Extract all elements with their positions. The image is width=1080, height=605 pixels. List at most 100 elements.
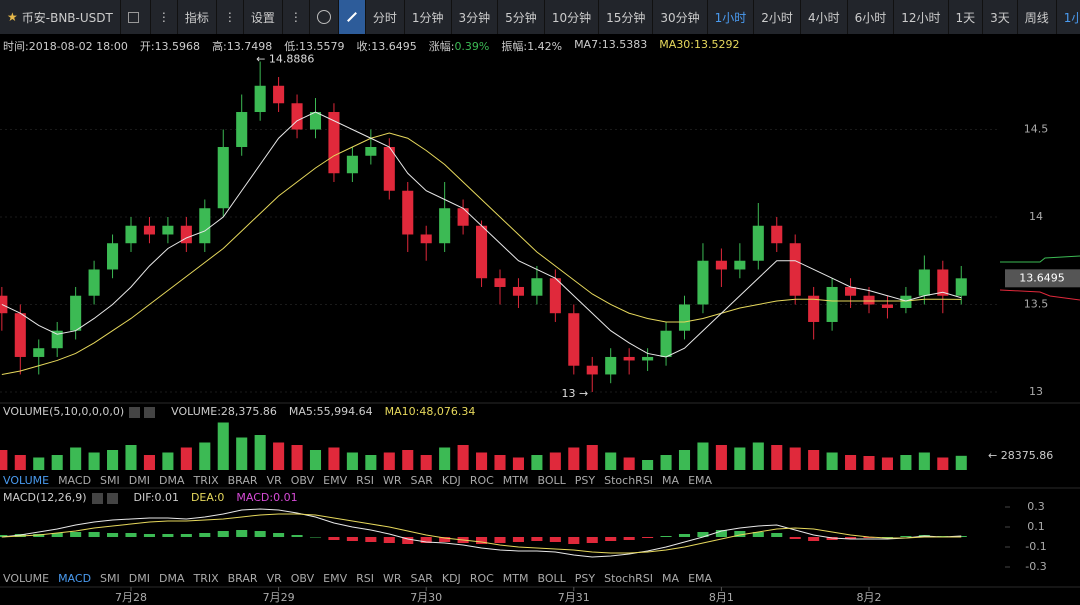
- indicator-tab[interactable]: MTM: [502, 572, 529, 585]
- macd-bar: [309, 537, 322, 538]
- indicator-tab[interactable]: WR: [382, 474, 402, 487]
- candle-body: [14, 313, 26, 357]
- interval-button[interactable]: 1分钟: [405, 0, 452, 34]
- interval-button[interactable]: 6小时: [848, 0, 895, 34]
- interval-button[interactable]: 3分钟: [452, 0, 499, 34]
- more[interactable]: ⋮: [151, 0, 178, 34]
- interval-button[interactable]: 15分钟: [599, 0, 654, 34]
- indicator-tab[interactable]: SAR: [410, 572, 433, 585]
- interval-button[interactable]: 30分钟: [653, 0, 708, 34]
- symbol[interactable]: ★ 币安-BNB-USDT: [0, 0, 121, 34]
- indicator-tab[interactable]: VOLUME: [3, 572, 50, 585]
- info-item: MA5:55,994.64: [289, 405, 373, 418]
- indicator-tab[interactable]: EMA: [688, 572, 713, 585]
- volume-bar: [531, 455, 543, 470]
- candle-body: [715, 260, 727, 270]
- volume-bar: [291, 445, 303, 470]
- indicator-tab[interactable]: VOLUME: [3, 474, 50, 487]
- macd-bar: [808, 537, 820, 541]
- interval-button[interactable]: 5分钟: [498, 0, 545, 34]
- indicator-tab[interactable]: DMI: [128, 572, 150, 585]
- indicator-tab[interactable]: WR: [382, 572, 402, 585]
- indicator-tab[interactable]: BRAR: [227, 572, 258, 585]
- macd-bar: [70, 532, 82, 537]
- macd-bar: [0, 535, 8, 537]
- candle-body: [476, 225, 488, 279]
- indicator-tab[interactable]: BRAR: [227, 474, 258, 487]
- dropdown-text: 1小时: [1063, 10, 1080, 25]
- indicator-tab[interactable]: BOLL: [537, 572, 566, 585]
- volume-bar: [420, 455, 432, 470]
- interval-button[interactable]: 2小时: [754, 0, 801, 34]
- indicator-tab[interactable]: MACD: [58, 474, 92, 487]
- indicator-tab[interactable]: MACD: [58, 572, 92, 585]
- indicator-tab[interactable]: BOLL: [537, 474, 566, 487]
- indicators[interactable]: 指标: [178, 0, 217, 34]
- candle-body: [771, 225, 783, 244]
- indicator-tab[interactable]: EMV: [323, 474, 348, 487]
- icon[interactable]: [144, 406, 156, 418]
- icon[interactable]: [129, 406, 141, 418]
- info-item: 低:13.5579: [284, 38, 344, 54]
- indicator-tab[interactable]: VR: [266, 474, 282, 487]
- indicator-tab[interactable]: SAR: [410, 474, 433, 487]
- interval-button[interactable]: 4小时: [801, 0, 848, 34]
- interval-button[interactable]: 3天: [983, 0, 1018, 34]
- indicator-tab[interactable]: ROC: [469, 474, 494, 487]
- interval-button[interactable]: 分时: [366, 0, 405, 34]
- indicator-tab[interactable]: EMA: [688, 474, 713, 487]
- macd-bar: [512, 537, 524, 542]
- indicator-tab[interactable]: PSY: [574, 572, 596, 585]
- info-label: 收:: [356, 40, 372, 53]
- intervals: 分时 1分钟 3分钟 5分钟 10分钟 15分钟 30分钟 1小时 2小时 4小时 6小时 12小时 1…: [366, 0, 1057, 34]
- volume-bar: [236, 437, 248, 470]
- volume-bar: [402, 450, 414, 470]
- interval-dropdown[interactable]: 1小时▼: [1057, 0, 1080, 34]
- indicator-tab[interactable]: MTM: [502, 474, 529, 487]
- indicator-tab[interactable]: StochRSI: [604, 572, 654, 585]
- icon[interactable]: [106, 492, 118, 504]
- indicator-tab[interactable]: OBV: [290, 572, 315, 585]
- theme-icon[interactable]: [310, 0, 339, 34]
- indicator-tab[interactable]: RSI: [356, 572, 374, 585]
- interval-button[interactable]: 12小时: [894, 0, 949, 34]
- indicator-tab[interactable]: OBV: [290, 474, 315, 487]
- more[interactable]: ⋮: [283, 0, 310, 34]
- indicator-tab[interactable]: ROC: [469, 572, 494, 585]
- indicator-tab[interactable]: PSY: [574, 474, 596, 487]
- info-label: 振幅:: [501, 40, 528, 53]
- indicator-tab[interactable]: VR: [266, 572, 282, 585]
- volume-bar: [881, 457, 893, 470]
- interval-button[interactable]: 1天: [949, 0, 984, 34]
- indicator-tab[interactable]: RSI: [356, 474, 374, 487]
- draw-icon[interactable]: [338, 0, 366, 34]
- indicator-tab[interactable]: KDJ: [441, 572, 461, 585]
- icon[interactable]: [91, 492, 103, 504]
- volume-bar: [808, 450, 820, 470]
- indicator-tab[interactable]: DMI: [128, 474, 150, 487]
- indicator-tab[interactable]: KDJ: [441, 474, 461, 487]
- indicator-tab[interactable]: MA: [662, 572, 680, 585]
- volume-bar: [494, 455, 506, 470]
- more[interactable]: ⋮: [217, 0, 244, 34]
- indicator-tab[interactable]: TRIX: [193, 572, 219, 585]
- interval-button[interactable]: 周线: [1018, 0, 1057, 34]
- candle-body: [346, 155, 358, 174]
- indicator-tab[interactable]: EMV: [323, 572, 348, 585]
- volume-bar: [955, 455, 967, 470]
- indicator-tab[interactable]: StochRSI: [604, 474, 654, 487]
- indicator-tab[interactable]: TRIX: [193, 474, 219, 487]
- indicator-tab[interactable]: SMI: [100, 474, 120, 487]
- open-icon[interactable]: [121, 0, 151, 34]
- candle-body: [900, 295, 912, 308]
- volume-bar: [623, 457, 635, 470]
- interval-button[interactable]: 10分钟: [545, 0, 600, 34]
- interval-button[interactable]: 1小时: [708, 0, 755, 34]
- indicator-tab[interactable]: MA: [662, 474, 680, 487]
- indicator-tab[interactable]: DMA: [158, 572, 185, 585]
- indicator-tab[interactable]: DMA: [158, 474, 185, 487]
- volume-bar: [863, 456, 875, 470]
- indicator-tab[interactable]: SMI: [100, 572, 120, 585]
- settings[interactable]: 设置: [244, 0, 283, 34]
